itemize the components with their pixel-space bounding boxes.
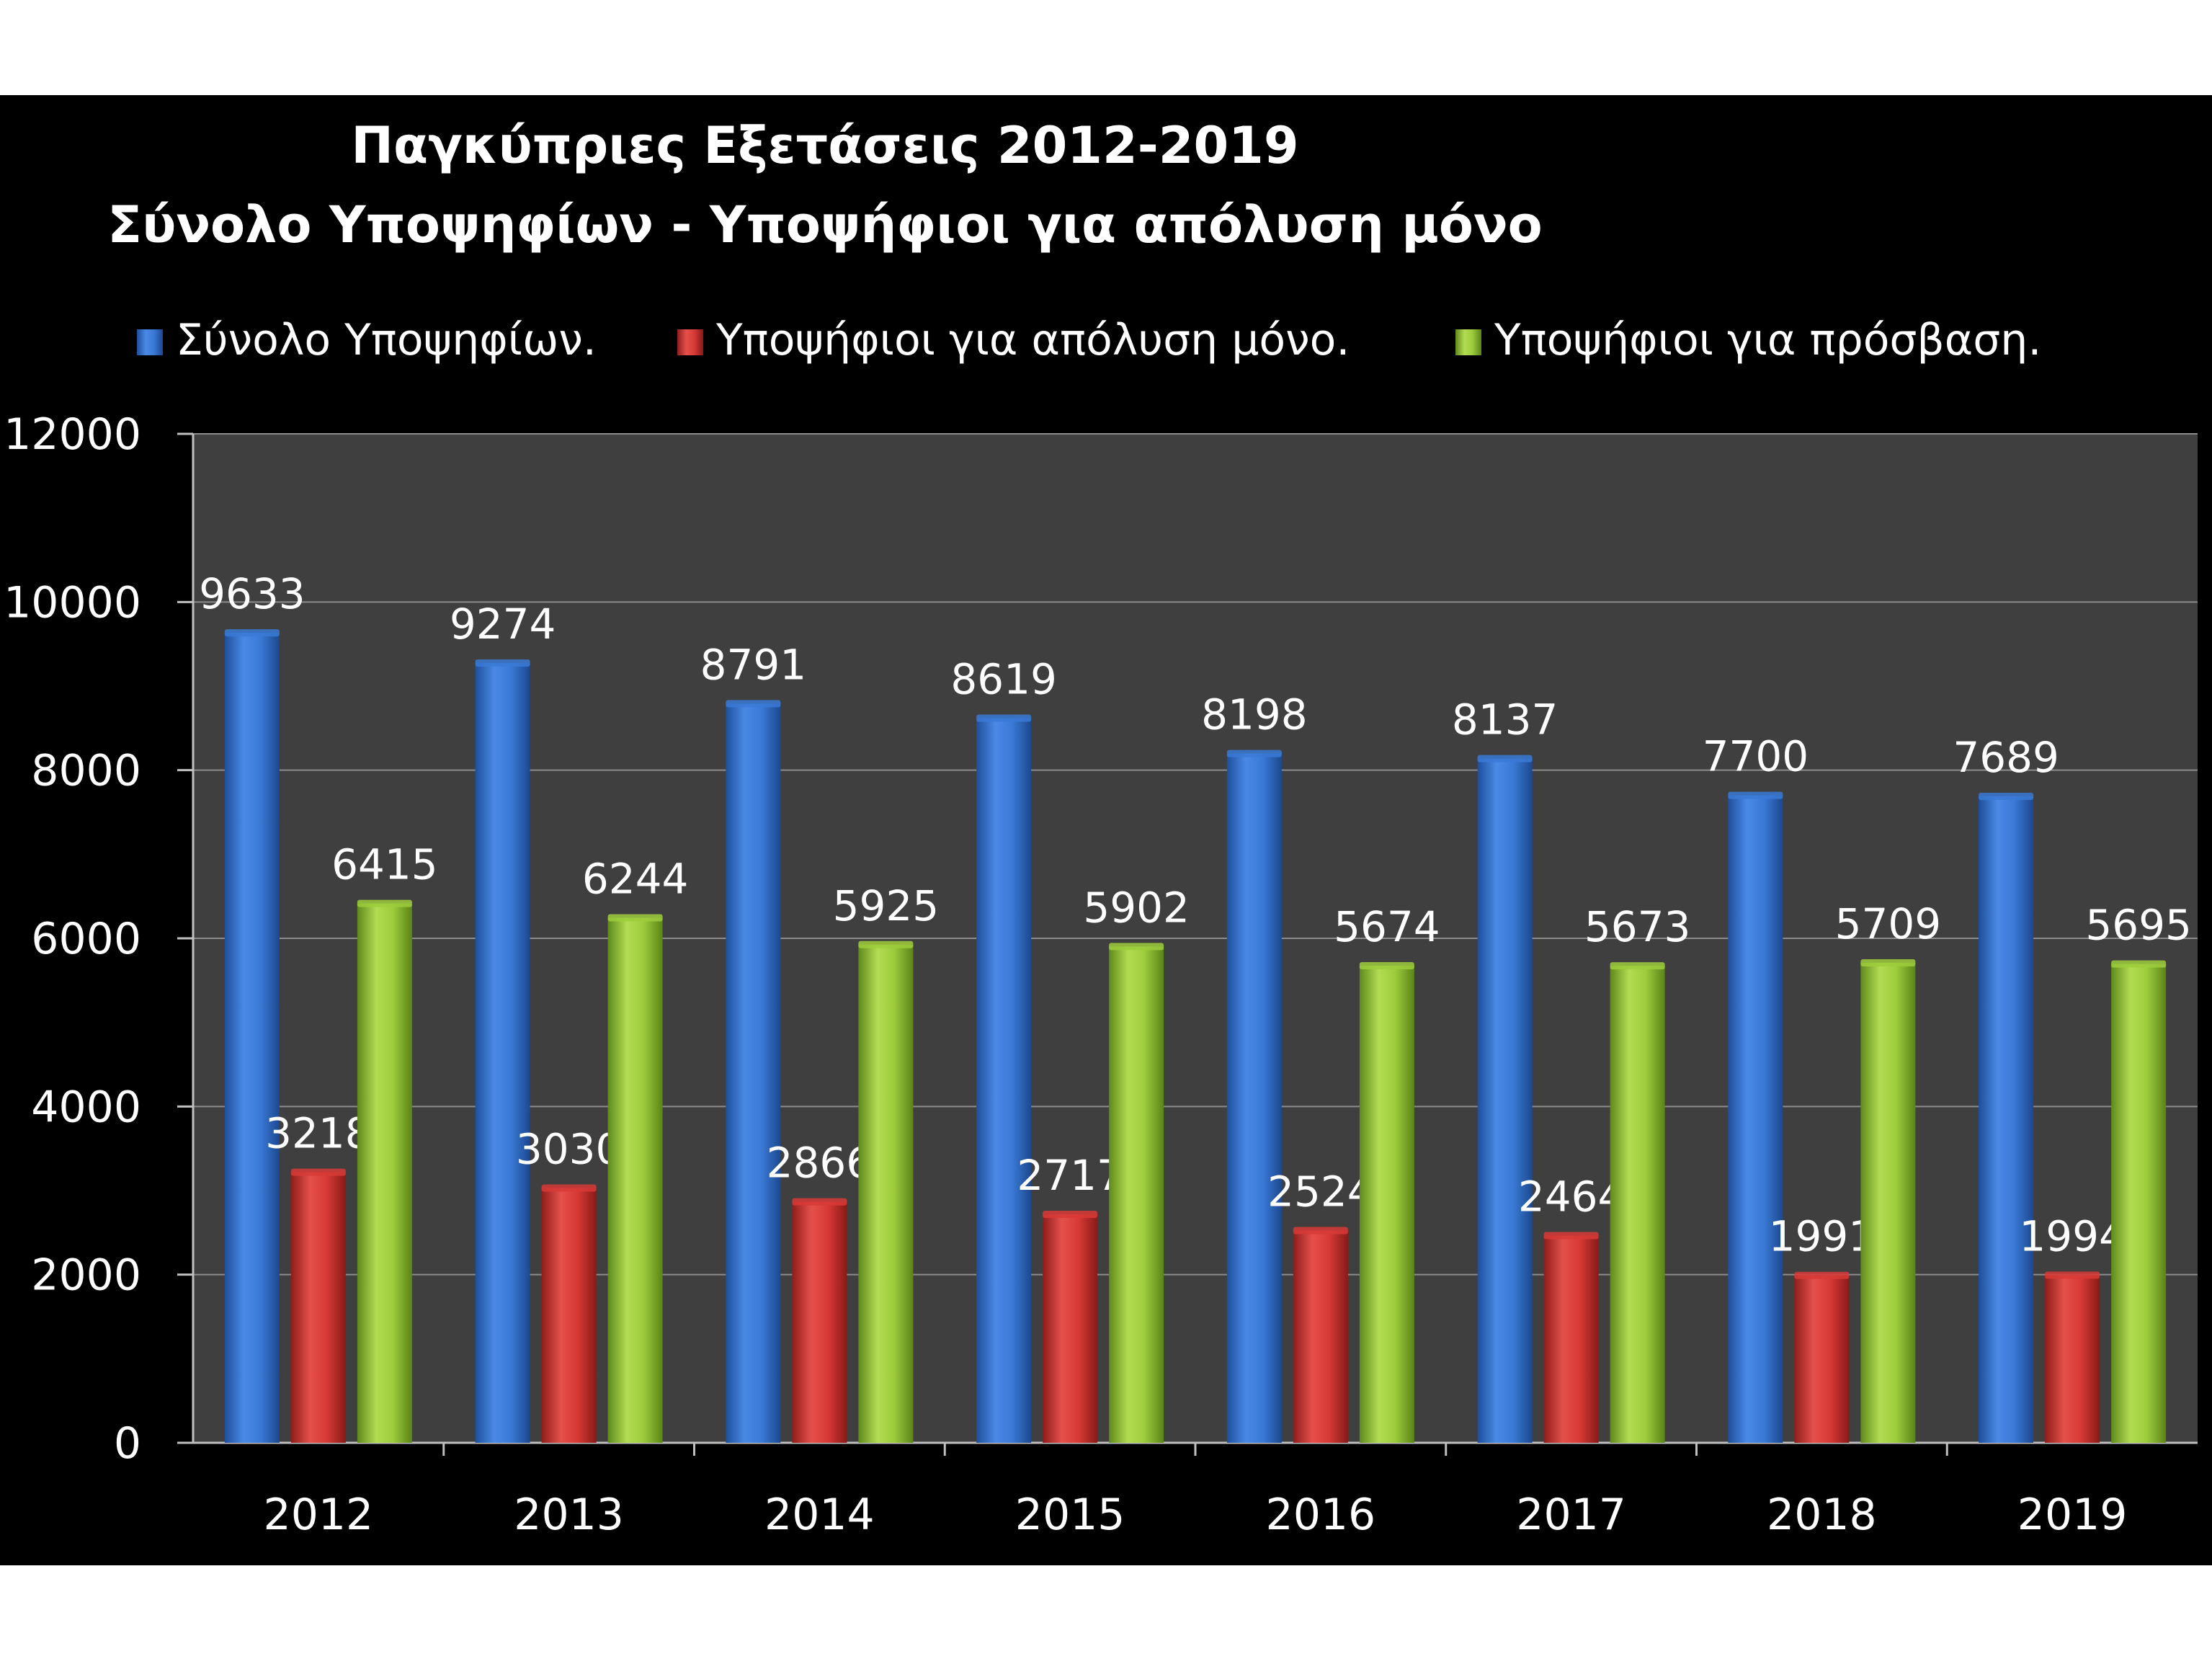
data-label: 6244	[582, 855, 689, 904]
bar-0-2014	[726, 703, 781, 1444]
bar-1-2017	[1543, 1235, 1599, 1443]
bar-cap	[1043, 1211, 1098, 1219]
data-label: 9274	[450, 600, 556, 649]
chart-title: Παγκύπριες Εξετάσεις 2012-2019	[351, 116, 1298, 175]
bar-0-2019	[1979, 796, 2034, 1443]
bar-1-2018	[1794, 1275, 1850, 1443]
bar-cap	[976, 714, 1032, 722]
x-tick-label: 2016	[1266, 1490, 1376, 1540]
data-label: 5925	[833, 881, 940, 930]
legend-label-0: Σύνολο Υποψηφίων.	[176, 315, 597, 365]
bar-1-2019	[2045, 1275, 2100, 1443]
x-tick-label: 2018	[1767, 1490, 1877, 1540]
bar-0-2017	[1477, 758, 1533, 1443]
bar-cap	[290, 1168, 346, 1176]
bar-0-2012	[224, 633, 280, 1443]
x-tick-label: 2019	[2017, 1490, 2128, 1540]
data-label: 8619	[950, 654, 1057, 703]
y-tick-label: 6000	[31, 914, 141, 964]
data-label: 2524	[1267, 1167, 1374, 1217]
bar-2-2018	[1860, 962, 1916, 1443]
data-label: 5695	[2085, 901, 2192, 950]
data-label: 1991	[1769, 1212, 1876, 1261]
bar-cap	[1610, 962, 1665, 970]
data-label: 3218	[265, 1109, 372, 1158]
x-tick-label: 2015	[1015, 1490, 1125, 1540]
bar-cap	[1728, 791, 1783, 799]
bar-1-2014	[792, 1201, 847, 1443]
y-tick-label: 10000	[4, 577, 141, 628]
x-tick-label: 2014	[764, 1490, 875, 1540]
legend-swatch-0	[137, 329, 163, 355]
bar-cap	[1979, 792, 2034, 800]
x-tick-label: 2017	[1516, 1490, 1626, 1540]
data-label: 8137	[1452, 695, 1558, 744]
bar-cap	[1226, 750, 1282, 757]
bar-1-2012	[290, 1172, 346, 1443]
y-tick-label: 2000	[31, 1250, 141, 1301]
bar-cap	[726, 700, 781, 708]
bar-cap	[224, 629, 280, 637]
y-tick-label: 8000	[31, 746, 141, 796]
bar-0-2018	[1728, 795, 1783, 1443]
data-label: 5673	[1584, 902, 1691, 951]
bar-cap	[792, 1198, 847, 1206]
bar-1-2013	[541, 1188, 597, 1443]
chart-subtitle: Σύνολο Υποψηφίων - Υποψήφιοι για απόλυση…	[107, 195, 1542, 254]
data-label: 7689	[1953, 733, 2059, 782]
bar-2-2012	[357, 903, 412, 1443]
data-label: 7700	[1703, 732, 1809, 781]
bar-0-2013	[475, 663, 530, 1443]
bar-cap	[1293, 1227, 1348, 1235]
bar-cap	[1477, 755, 1533, 762]
data-label: 3030	[516, 1125, 623, 1174]
bar-cap	[2111, 960, 2167, 968]
bar-cap	[858, 940, 914, 948]
data-label: 1994	[2019, 1211, 2126, 1260]
bar-2-2013	[607, 917, 663, 1443]
y-tick-label: 0	[114, 1418, 141, 1469]
bar-2-2015	[1109, 946, 1164, 1443]
y-tick-label: 12000	[4, 409, 141, 460]
bar-cap	[2045, 1271, 2100, 1279]
bar-cap	[607, 914, 663, 922]
bar-0-2015	[976, 718, 1032, 1443]
bar-cap	[475, 659, 530, 667]
data-label: 5709	[1835, 899, 1942, 948]
plot-area: 0 2000 4000 6000 8000 10000 12000 9633 3218 6415 2…	[4, 409, 2198, 1540]
bar-2-2019	[2111, 964, 2167, 1443]
bar-cap	[1109, 943, 1164, 951]
data-label: 8791	[700, 640, 807, 689]
legend-label-1: Υποψήφιοι για απόλυση μόνο.	[715, 315, 1350, 365]
legend: Σύνολο Υποψηφίων. Υποψήφιοι για απόλυση μ…	[137, 315, 2041, 365]
data-label: 2866	[767, 1139, 873, 1188]
bar-chart: Παγκύπριες Εξετάσεις 2012-2019 Σύνολο Υπ…	[4, 116, 2198, 1540]
bar-2-2014	[858, 944, 914, 1443]
data-label: 5674	[1334, 902, 1440, 951]
data-label: 6415	[331, 840, 438, 889]
x-tick-label: 2013	[514, 1490, 624, 1540]
bar-2-2016	[1359, 966, 1414, 1443]
bar-cap	[1543, 1232, 1599, 1240]
legend-swatch-1	[677, 329, 703, 355]
bar-cap	[1860, 959, 1916, 966]
data-label: 2717	[1017, 1151, 1123, 1200]
x-tick-label: 2012	[264, 1490, 374, 1540]
data-label: 9633	[199, 569, 306, 618]
y-tick-label: 4000	[31, 1082, 141, 1132]
bar-cap	[541, 1184, 597, 1192]
bar-cap	[1359, 962, 1414, 970]
bar-2-2017	[1610, 966, 1665, 1443]
bar-0-2016	[1226, 753, 1282, 1443]
data-label: 5902	[1083, 883, 1190, 932]
bar-1-2016	[1293, 1230, 1348, 1443]
data-label: 8198	[1201, 690, 1308, 739]
legend-swatch-2	[1455, 329, 1481, 355]
bar-cap	[357, 899, 412, 907]
bar-cap	[1794, 1271, 1850, 1279]
bar-1-2015	[1043, 1214, 1098, 1443]
data-label: 2464	[1518, 1173, 1625, 1222]
legend-label-2: Υποψήφιοι για πρόσβαση.	[1494, 315, 2041, 365]
chart-panel: Παγκύπριες Εξετάσεις 2012-2019 Σύνολο Υπ…	[0, 95, 2212, 1565]
